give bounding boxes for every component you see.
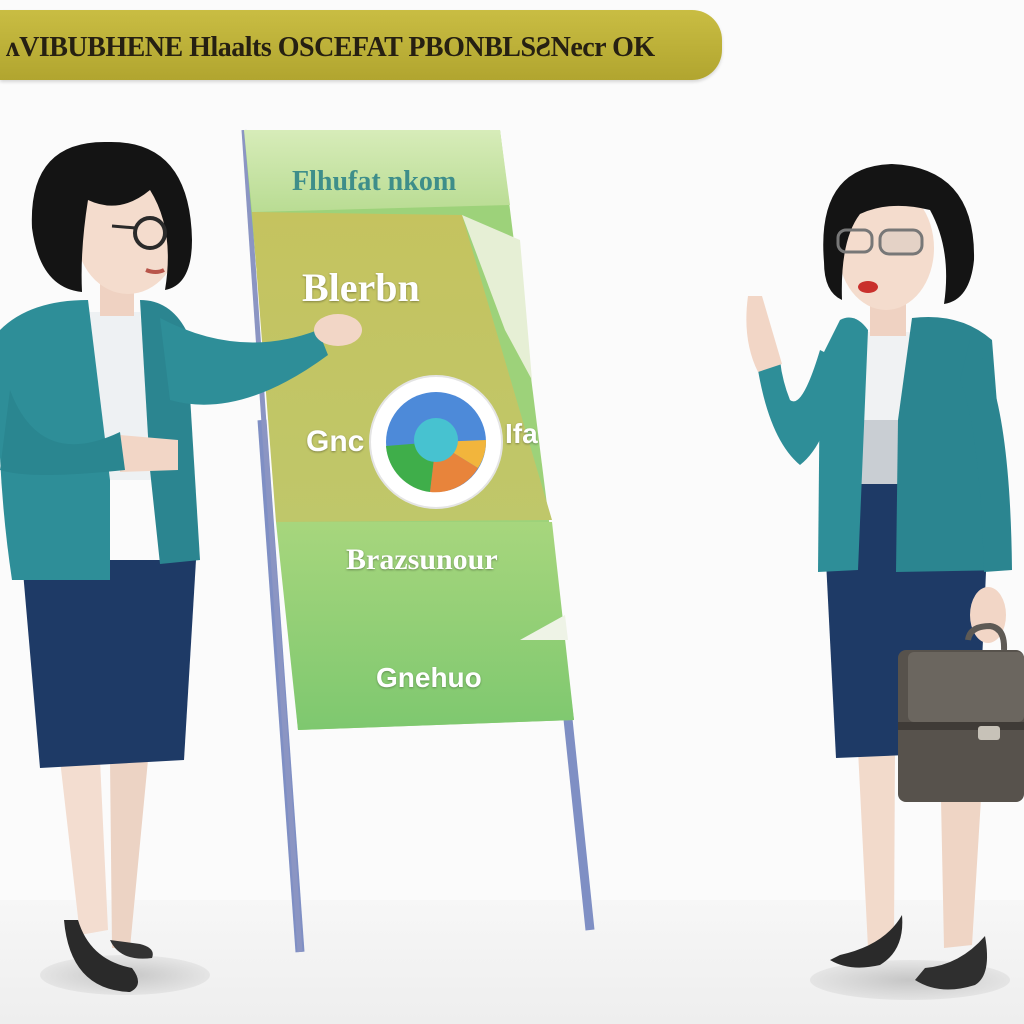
pie-chart-icon xyxy=(369,375,503,509)
board-chart-left-label: Gnc xyxy=(306,425,365,458)
stand-rail xyxy=(241,129,303,953)
banner-title: ᴧVIBUBHENE Hlaalts OSCEFAT PBONBLSƧNecr … xyxy=(6,32,655,63)
stand-leg-right xyxy=(561,699,595,931)
board-chart-right-label: Ifa xyxy=(505,418,538,449)
board-heading: Blerbn xyxy=(302,265,420,310)
board-section-label: Brazsunour xyxy=(346,543,498,576)
board-header: Flhufat nkom xyxy=(292,166,457,197)
board-footer: Gnehuo xyxy=(376,662,482,693)
title-banner: ᴧVIBUBHENE Hlaalts OSCEFAT PBONBLSƧNecr … xyxy=(0,10,722,80)
